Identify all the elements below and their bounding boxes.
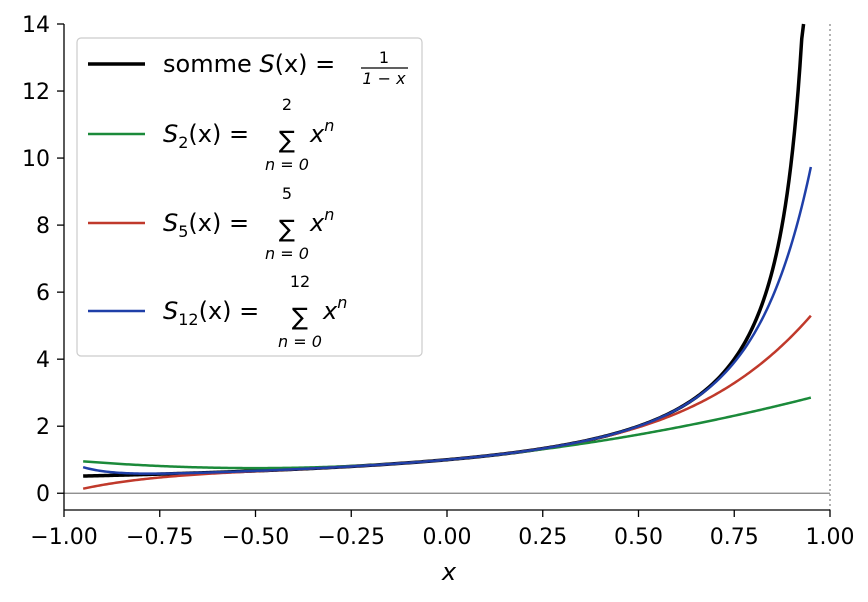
x-tick-label: 0.75: [710, 525, 759, 550]
legend-mid: (x) =: [188, 120, 249, 148]
legend-frac-den: 1 − x: [362, 69, 406, 88]
legend-label-s12: S12(x) =: [163, 297, 259, 329]
legend-sum-symbol: ∑: [292, 303, 308, 331]
x-tick-label: 0.00: [423, 525, 472, 550]
legend-mid: (x) =: [275, 50, 336, 78]
legend-upper-bound: 5: [282, 184, 292, 203]
legend-term: xn: [309, 205, 334, 237]
y-tick-label: 14: [22, 13, 50, 38]
legend-label-sum: somme S(x) =: [163, 50, 335, 78]
legend-term: xn: [309, 116, 334, 148]
legend-upper-bound: 2: [282, 95, 292, 114]
legend-sum-symbol: ∑: [279, 126, 295, 154]
legend-lower-bound: n = 0: [265, 244, 309, 263]
y-tick-label: 12: [22, 80, 50, 105]
legend-fn: S: [163, 120, 178, 148]
legend-exponent: n: [337, 293, 347, 312]
legend-fn: S: [163, 209, 178, 237]
y-tick-label: 0: [36, 482, 50, 507]
x-tick-label: −0.50: [222, 525, 289, 550]
legend-exponent: n: [324, 205, 334, 224]
x-tick-label: −1.00: [30, 525, 97, 550]
x-tick-label: −0.75: [126, 525, 193, 550]
x-tick-label: −0.25: [318, 525, 385, 550]
legend-exponent: n: [324, 116, 334, 135]
legend-term-base: x: [322, 297, 338, 325]
legend-sub: 12: [178, 310, 198, 329]
legend-lower-bound: n = 0: [278, 332, 322, 351]
legend: somme S(x) = 1 1 − x S2(x) = 2 ∑ n = 0 x…: [76, 37, 423, 357]
series-line-s2: [83, 396, 812, 470]
legend-frame: [76, 37, 423, 357]
y-tick-label: 4: [36, 348, 50, 373]
x-tick-label: 0.25: [518, 525, 567, 550]
legend-fn: S: [163, 297, 178, 325]
legend-label-s2: S2(x) =: [163, 120, 249, 152]
series-layer: [82, 23, 813, 490]
legend-upper-bound: 12: [290, 272, 310, 291]
y-tick-label: 6: [36, 281, 50, 306]
legend-mid: (x) =: [199, 297, 260, 325]
legend-fn: S: [259, 50, 274, 78]
legend-frac-num: 1: [379, 48, 389, 67]
x-axis-label: x: [441, 558, 457, 586]
legend-sum-symbol: ∑: [279, 215, 295, 243]
legend-sub: 2: [178, 133, 188, 152]
x-tick-label: 0.50: [614, 525, 663, 550]
legend-term-base: x: [309, 120, 325, 148]
y-tick-label: 8: [36, 214, 50, 239]
legend-term-base: x: [309, 209, 325, 237]
y-tick-label: 10: [22, 147, 50, 172]
legend-label-s5: S5(x) =: [163, 209, 249, 241]
y-tick-label: 2: [36, 415, 50, 440]
x-tick-label: 1.00: [806, 525, 855, 550]
legend-mid: (x) =: [188, 209, 249, 237]
ticks: −1.00 −0.75 −0.50 −0.25 0.00 0.25 0.50 0.75 1.00…: [22, 13, 854, 550]
legend-term: xn: [322, 293, 347, 325]
reference-lines: [64, 24, 831, 510]
legend-sub: 5: [178, 222, 188, 241]
legend-lower-bound: n = 0: [265, 155, 309, 174]
series-line-s12: [82, 166, 813, 475]
legend-prefix: somme: [163, 50, 259, 78]
